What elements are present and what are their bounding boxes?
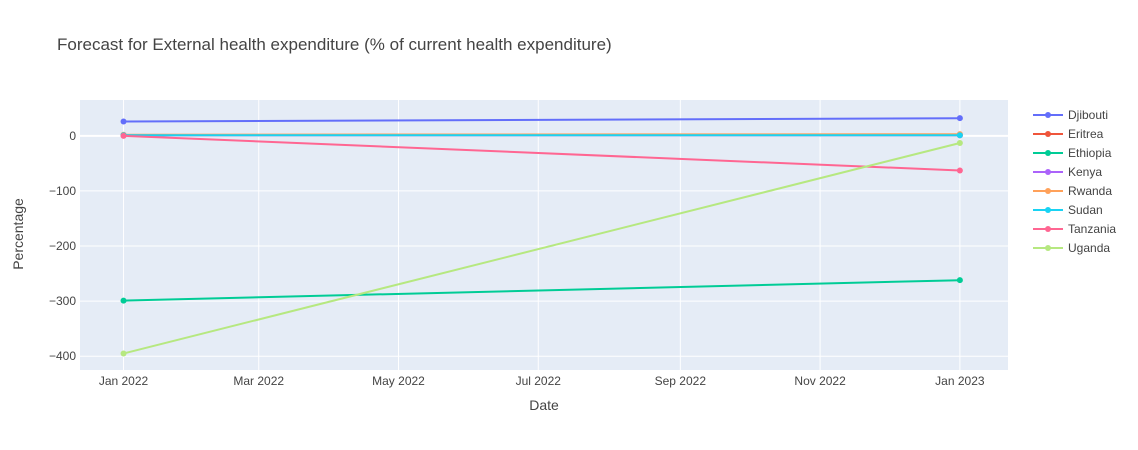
data-point-uganda bbox=[956, 139, 963, 146]
data-point-djibouti bbox=[956, 115, 963, 122]
y-tick-label: −100 bbox=[49, 184, 76, 198]
data-point-uganda bbox=[120, 350, 127, 357]
y-tick-label: −400 bbox=[49, 349, 76, 363]
x-tick-label: Mar 2022 bbox=[233, 374, 284, 388]
legend-marker bbox=[1045, 245, 1051, 251]
y-axis-title: Percentage bbox=[10, 198, 26, 270]
x-tick-label: Jul 2022 bbox=[516, 374, 562, 388]
legend-marker bbox=[1045, 112, 1051, 118]
series-line-ethiopia bbox=[123, 279, 960, 302]
legend-item-sudan[interactable]: Sudan bbox=[1033, 203, 1103, 217]
legend-label: Sudan bbox=[1068, 203, 1103, 217]
legend-marker bbox=[1045, 150, 1051, 156]
legend-marker bbox=[1045, 226, 1051, 232]
series-tanzania bbox=[120, 132, 963, 174]
data-point-tanzania bbox=[956, 167, 963, 174]
x-tick-label: Jan 2023 bbox=[935, 374, 985, 388]
data-point-ethiopia bbox=[120, 297, 127, 304]
legend-label: Kenya bbox=[1068, 165, 1102, 179]
y-axis-ticks: 0 −100 −200 −300 −400 bbox=[49, 129, 76, 363]
series-ethiopia bbox=[120, 277, 963, 304]
x-tick-label: Sep 2022 bbox=[655, 374, 707, 388]
legend-label: Rwanda bbox=[1068, 184, 1112, 198]
legend-item-kenya[interactable]: Kenya bbox=[1033, 165, 1102, 179]
data-point-tanzania bbox=[120, 132, 127, 139]
data-point-ethiopia bbox=[956, 277, 963, 284]
data-point-sudan bbox=[956, 132, 963, 139]
legend-marker bbox=[1045, 169, 1051, 175]
legend-marker bbox=[1045, 131, 1051, 137]
series-djibouti bbox=[120, 115, 963, 125]
legend-item-ethiopia[interactable]: Ethiopia bbox=[1033, 146, 1112, 160]
legend-item-eritrea[interactable]: Eritrea bbox=[1033, 127, 1104, 141]
legend-item-djibouti[interactable]: Djibouti bbox=[1033, 108, 1108, 122]
series-line-tanzania bbox=[123, 134, 960, 172]
legend-label: Ethiopia bbox=[1068, 146, 1112, 160]
legend-label: Eritrea bbox=[1068, 127, 1104, 141]
data-point-djibouti bbox=[120, 118, 127, 125]
x-tick-label: May 2022 bbox=[372, 374, 425, 388]
y-tick-label: 0 bbox=[69, 129, 76, 143]
series-uganda bbox=[120, 139, 963, 357]
series-line-uganda bbox=[123, 142, 961, 355]
x-tick-label: Nov 2022 bbox=[794, 374, 846, 388]
legend-item-tanzania[interactable]: Tanzania bbox=[1033, 222, 1116, 236]
legend-label: Uganda bbox=[1068, 241, 1110, 255]
y-tick-label: −200 bbox=[49, 239, 76, 253]
legend-marker bbox=[1045, 207, 1051, 213]
grid-lines bbox=[80, 100, 1008, 370]
legend: Djibouti Eritrea Ethiopia Kenya Rwanda Sudan T… bbox=[1033, 108, 1116, 255]
x-axis-ticks: Jan 2022 Mar 2022 May 2022 Jul 2022 Sep 2022… bbox=[99, 374, 985, 388]
legend-marker bbox=[1045, 188, 1051, 194]
legend-item-rwanda[interactable]: Rwanda bbox=[1033, 184, 1112, 198]
x-tick-label: Jan 2022 bbox=[99, 374, 149, 388]
series-layer bbox=[120, 115, 963, 357]
legend-label: Tanzania bbox=[1068, 222, 1116, 236]
x-axis-title: Date bbox=[529, 397, 559, 413]
chart-title: Forecast for External health expenditure… bbox=[57, 35, 612, 54]
legend-label: Djibouti bbox=[1068, 108, 1108, 122]
y-tick-label: −300 bbox=[49, 294, 76, 308]
legend-item-uganda[interactable]: Uganda bbox=[1033, 241, 1110, 255]
series-line-djibouti bbox=[123, 117, 960, 123]
